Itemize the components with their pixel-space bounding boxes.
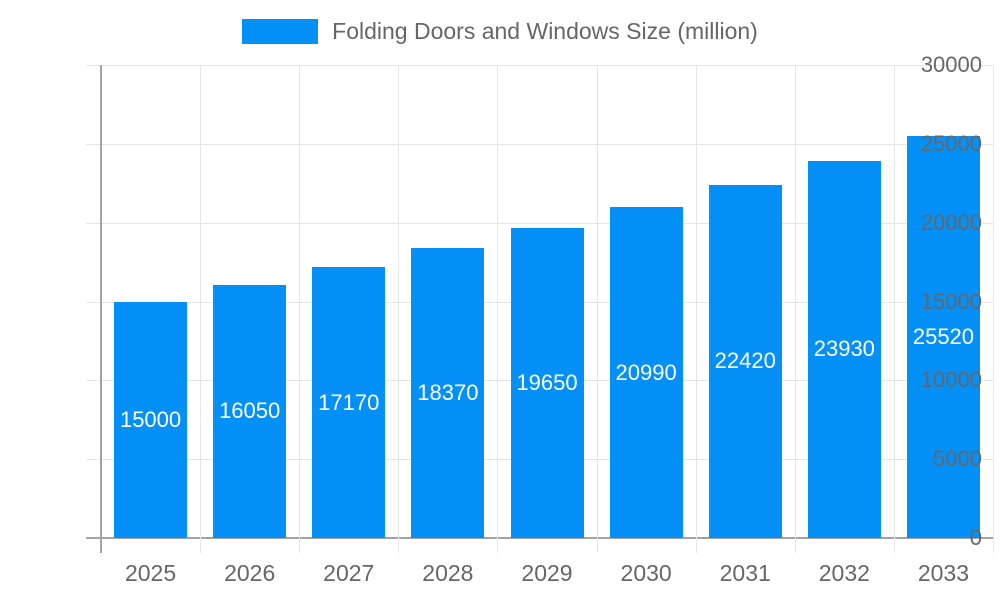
y-tick-mark: [86, 380, 101, 382]
y-tick-mark: [86, 143, 101, 145]
x-tick-label: 2028: [422, 560, 474, 586]
v-gridline: [893, 65, 895, 538]
bar-value-label: 23930: [813, 336, 875, 362]
bar-2026[interactable]: 16050: [213, 284, 287, 538]
x-tick-mark: [993, 538, 994, 553]
x-tick-label: 2031: [719, 560, 771, 586]
y-tick-label: 25000: [920, 130, 982, 156]
x-tick-mark: [398, 538, 400, 553]
bar-2031[interactable]: 22420: [708, 184, 782, 538]
y-tick-mark: [86, 537, 101, 539]
y-tick-label: 0: [969, 525, 982, 550]
bar-value-label: 18370: [417, 380, 479, 406]
h-gridline: [101, 65, 993, 66]
x-tick-label: 2029: [521, 560, 573, 586]
x-tick-mark: [497, 538, 499, 553]
y-tick-mark: [86, 301, 101, 303]
x-tick-label: 2027: [323, 560, 375, 586]
bar-value-label: 22420: [714, 348, 776, 374]
x-tick-mark: [695, 538, 697, 553]
bar-value-label: 17170: [318, 389, 380, 415]
x-tick-label: 2025: [124, 560, 177, 586]
x-tick-label: 2033: [917, 560, 970, 586]
v-gridline: [200, 65, 202, 538]
bar-2032[interactable]: 23930: [807, 160, 881, 538]
v-gridline: [398, 65, 400, 538]
y-tick-mark: [86, 459, 101, 461]
y-tick-label: 10000: [920, 367, 982, 393]
v-gridline: [794, 65, 796, 538]
h-gridline: [101, 143, 993, 145]
x-tick-mark: [200, 538, 202, 553]
h-gridline: [101, 222, 993, 224]
y-tick-label: 15000: [920, 288, 982, 314]
y-axis-line: [100, 65, 102, 538]
bar-value-label: 19650: [516, 370, 578, 396]
x-tick-mark: [893, 538, 895, 553]
bar-2028[interactable]: 18370: [411, 248, 485, 538]
legend-color-swatch: [242, 19, 319, 44]
v-gridline: [299, 65, 301, 538]
legend-item[interactable]: Folding Doors and Windows Size (million): [0, 19, 1000, 44]
bar-2029[interactable]: 19650: [510, 228, 584, 538]
bar-value-label: 20990: [615, 359, 677, 385]
x-tick-label: 2032: [818, 560, 870, 586]
x-tick-mark: [100, 538, 102, 553]
bar-2025[interactable]: 15000: [114, 301, 188, 538]
y-tick-label: 5000: [933, 446, 982, 472]
x-axis-line: [101, 537, 993, 539]
y-tick-label: 30000: [920, 52, 982, 77]
x-tick-mark: [794, 538, 796, 553]
v-gridline: [695, 65, 697, 538]
bar-value-label: 15000: [119, 406, 182, 432]
y-tick-label: 20000: [920, 209, 982, 235]
legend-label: Folding Doors and Windows Size (million): [332, 18, 758, 44]
bar-2033[interactable]: 25520: [906, 135, 980, 538]
x-tick-label: 2030: [620, 560, 672, 586]
x-tick-label: 2026: [224, 560, 276, 586]
x-tick-mark: [596, 538, 598, 553]
v-gridline: [497, 65, 499, 538]
bar-value-label: 16050: [219, 398, 281, 424]
v-gridline: [993, 65, 994, 538]
bar-value-label: 25520: [912, 323, 975, 349]
bar-2030[interactable]: 20990: [609, 207, 683, 538]
x-tick-mark: [299, 538, 301, 553]
y-tick-mark: [86, 65, 101, 66]
y-tick-mark: [86, 222, 101, 224]
v-gridline: [596, 65, 598, 538]
plot-area: 15000 16050 17170 18370 19650 20990 22420 23930…: [86, 65, 994, 553]
bar-2027[interactable]: 17170: [312, 267, 386, 538]
